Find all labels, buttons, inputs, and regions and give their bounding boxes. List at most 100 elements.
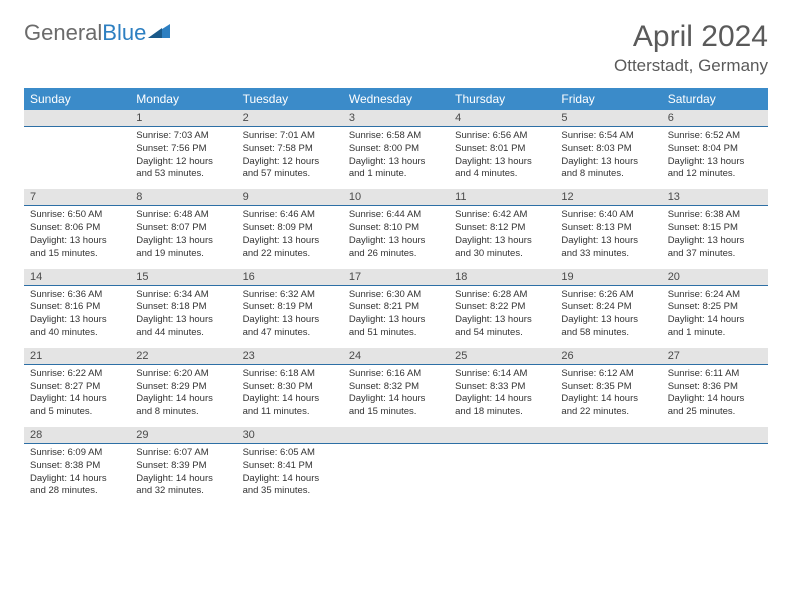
day-number: 23 bbox=[237, 348, 343, 365]
day-number: 11 bbox=[449, 189, 555, 206]
day-number: 24 bbox=[343, 348, 449, 365]
sunrise-line: Sunrise: 6:58 AM bbox=[349, 130, 443, 143]
sunset-line: Sunset: 8:30 PM bbox=[243, 381, 337, 394]
day-cell: Sunrise: 6:42 AMSunset: 8:12 PMDaylight:… bbox=[449, 206, 555, 269]
day-number: 8 bbox=[130, 189, 236, 206]
sunset-line: Sunset: 8:07 PM bbox=[136, 222, 230, 235]
title-block: April 2024 Otterstadt, Germany bbox=[614, 20, 768, 76]
logo-triangle-icon bbox=[148, 22, 172, 45]
day-cell: Sunrise: 6:30 AMSunset: 8:21 PMDaylight:… bbox=[343, 285, 449, 348]
daylight-line: Daylight: 14 hours and 8 minutes. bbox=[136, 393, 230, 419]
sunset-line: Sunset: 8:18 PM bbox=[136, 301, 230, 314]
logo-part1: General bbox=[24, 20, 102, 45]
day-cell: Sunrise: 7:01 AMSunset: 7:58 PMDaylight:… bbox=[237, 127, 343, 190]
day-cell: Sunrise: 6:46 AMSunset: 8:09 PMDaylight:… bbox=[237, 206, 343, 269]
sunrise-line: Sunrise: 6:14 AM bbox=[455, 368, 549, 381]
sunset-line: Sunset: 8:25 PM bbox=[668, 301, 762, 314]
sunrise-line: Sunrise: 6:16 AM bbox=[349, 368, 443, 381]
sunrise-line: Sunrise: 6:20 AM bbox=[136, 368, 230, 381]
sunset-line: Sunset: 8:27 PM bbox=[30, 381, 124, 394]
day-number: 21 bbox=[24, 348, 130, 365]
day-number: 3 bbox=[343, 110, 449, 127]
sunset-line: Sunset: 8:16 PM bbox=[30, 301, 124, 314]
daylight-line: Daylight: 13 hours and 54 minutes. bbox=[455, 314, 549, 340]
day-number: 27 bbox=[662, 348, 768, 365]
sunrise-line: Sunrise: 7:03 AM bbox=[136, 130, 230, 143]
daylight-line: Daylight: 13 hours and 58 minutes. bbox=[561, 314, 655, 340]
sunrise-line: Sunrise: 6:07 AM bbox=[136, 447, 230, 460]
day-number: 28 bbox=[24, 427, 130, 444]
day-cell: Sunrise: 6:20 AMSunset: 8:29 PMDaylight:… bbox=[130, 364, 236, 427]
sunrise-line: Sunrise: 6:24 AM bbox=[668, 289, 762, 302]
daylight-line: Daylight: 13 hours and 37 minutes. bbox=[668, 235, 762, 261]
day-number: 6 bbox=[662, 110, 768, 127]
day-cell bbox=[555, 444, 661, 507]
daylight-line: Daylight: 13 hours and 22 minutes. bbox=[243, 235, 337, 261]
day-cell: Sunrise: 7:03 AMSunset: 7:56 PMDaylight:… bbox=[130, 127, 236, 190]
daylight-line: Daylight: 13 hours and 40 minutes. bbox=[30, 314, 124, 340]
day-cell: Sunrise: 6:11 AMSunset: 8:36 PMDaylight:… bbox=[662, 364, 768, 427]
day-number: 4 bbox=[449, 110, 555, 127]
sunset-line: Sunset: 8:01 PM bbox=[455, 143, 549, 156]
day-cell: Sunrise: 6:50 AMSunset: 8:06 PMDaylight:… bbox=[24, 206, 130, 269]
day-number: 7 bbox=[24, 189, 130, 206]
sunrise-line: Sunrise: 6:30 AM bbox=[349, 289, 443, 302]
sunrise-line: Sunrise: 6:52 AM bbox=[668, 130, 762, 143]
day-number: 20 bbox=[662, 269, 768, 286]
day-cell: Sunrise: 6:44 AMSunset: 8:10 PMDaylight:… bbox=[343, 206, 449, 269]
weekday-header: Thursday bbox=[449, 88, 555, 110]
day-cell: Sunrise: 6:24 AMSunset: 8:25 PMDaylight:… bbox=[662, 285, 768, 348]
day-cell bbox=[24, 127, 130, 190]
sunset-line: Sunset: 8:10 PM bbox=[349, 222, 443, 235]
sunrise-line: Sunrise: 6:11 AM bbox=[668, 368, 762, 381]
day-cell: Sunrise: 6:54 AMSunset: 8:03 PMDaylight:… bbox=[555, 127, 661, 190]
day-cell: Sunrise: 6:22 AMSunset: 8:27 PMDaylight:… bbox=[24, 364, 130, 427]
detail-row: Sunrise: 6:22 AMSunset: 8:27 PMDaylight:… bbox=[24, 364, 768, 427]
day-number: 19 bbox=[555, 269, 661, 286]
daylight-line: Daylight: 13 hours and 4 minutes. bbox=[455, 156, 549, 182]
daylight-line: Daylight: 13 hours and 51 minutes. bbox=[349, 314, 443, 340]
day-number: 26 bbox=[555, 348, 661, 365]
sunset-line: Sunset: 8:15 PM bbox=[668, 222, 762, 235]
daylight-line: Daylight: 13 hours and 47 minutes. bbox=[243, 314, 337, 340]
logo-part2: Blue bbox=[102, 20, 146, 45]
day-number: 16 bbox=[237, 269, 343, 286]
weekday-header: Monday bbox=[130, 88, 236, 110]
sunrise-line: Sunrise: 6:18 AM bbox=[243, 368, 337, 381]
daylight-line: Daylight: 14 hours and 32 minutes. bbox=[136, 473, 230, 499]
daylight-line: Daylight: 14 hours and 1 minute. bbox=[668, 314, 762, 340]
sunset-line: Sunset: 8:36 PM bbox=[668, 381, 762, 394]
logo: GeneralBlue bbox=[24, 20, 172, 46]
daylight-line: Daylight: 13 hours and 15 minutes. bbox=[30, 235, 124, 261]
header: GeneralBlue April 2024 Otterstadt, Germa… bbox=[24, 20, 768, 76]
sunrise-line: Sunrise: 6:38 AM bbox=[668, 209, 762, 222]
day-cell bbox=[662, 444, 768, 507]
sunset-line: Sunset: 7:56 PM bbox=[136, 143, 230, 156]
daynum-row: 282930 bbox=[24, 427, 768, 444]
day-cell bbox=[343, 444, 449, 507]
daynum-row: 78910111213 bbox=[24, 189, 768, 206]
sunset-line: Sunset: 8:32 PM bbox=[349, 381, 443, 394]
day-cell: Sunrise: 6:40 AMSunset: 8:13 PMDaylight:… bbox=[555, 206, 661, 269]
sunset-line: Sunset: 8:00 PM bbox=[349, 143, 443, 156]
sunrise-line: Sunrise: 6:54 AM bbox=[561, 130, 655, 143]
sunrise-line: Sunrise: 6:46 AM bbox=[243, 209, 337, 222]
day-number bbox=[343, 427, 449, 444]
logo-text: GeneralBlue bbox=[24, 20, 146, 46]
daylight-line: Daylight: 13 hours and 33 minutes. bbox=[561, 235, 655, 261]
sunset-line: Sunset: 8:21 PM bbox=[349, 301, 443, 314]
sunrise-line: Sunrise: 6:28 AM bbox=[455, 289, 549, 302]
calendar-table: Sunday Monday Tuesday Wednesday Thursday… bbox=[24, 88, 768, 506]
daylight-line: Daylight: 14 hours and 15 minutes. bbox=[349, 393, 443, 419]
weekday-header: Wednesday bbox=[343, 88, 449, 110]
day-number: 10 bbox=[343, 189, 449, 206]
daylight-line: Daylight: 12 hours and 57 minutes. bbox=[243, 156, 337, 182]
day-number: 5 bbox=[555, 110, 661, 127]
weekday-header-row: Sunday Monday Tuesday Wednesday Thursday… bbox=[24, 88, 768, 110]
day-number bbox=[662, 427, 768, 444]
day-cell: Sunrise: 6:48 AMSunset: 8:07 PMDaylight:… bbox=[130, 206, 236, 269]
sunrise-line: Sunrise: 6:34 AM bbox=[136, 289, 230, 302]
day-number bbox=[555, 427, 661, 444]
weekday-header: Saturday bbox=[662, 88, 768, 110]
day-cell: Sunrise: 6:26 AMSunset: 8:24 PMDaylight:… bbox=[555, 285, 661, 348]
